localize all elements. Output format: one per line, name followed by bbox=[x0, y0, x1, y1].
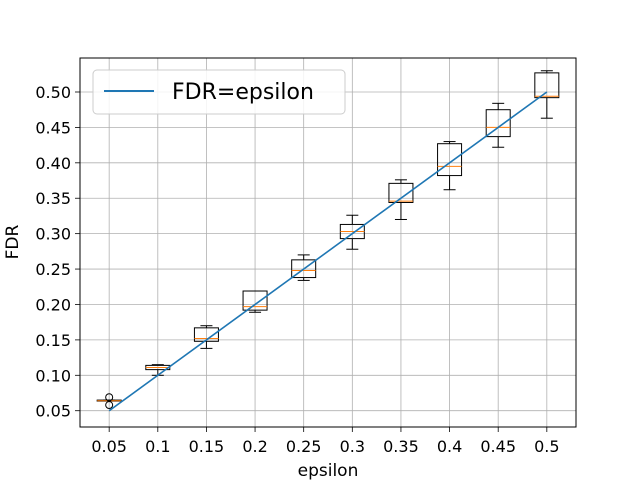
plot-frame bbox=[79, 57, 577, 428]
box-plot-0.2 bbox=[242, 290, 268, 313]
y-axis-label: FDR bbox=[3, 224, 23, 259]
outlier-point bbox=[105, 393, 114, 402]
x-tick-label: 0.4 bbox=[437, 437, 462, 456]
y-tick-label: 0.20 bbox=[35, 295, 71, 314]
box-plot-0.5 bbox=[534, 70, 560, 119]
x-tick-label: 0.45 bbox=[480, 437, 516, 456]
legend: FDR=epsilon bbox=[92, 69, 346, 115]
box-plot-0.35 bbox=[388, 179, 414, 220]
y-tick-label: 0.30 bbox=[35, 225, 71, 244]
box bbox=[193, 327, 219, 342]
x-tick-label: 0.1 bbox=[145, 437, 170, 456]
box-plots bbox=[96, 70, 560, 410]
x-tick-label: 0.5 bbox=[534, 437, 559, 456]
box-plot-0.05 bbox=[96, 393, 122, 410]
box bbox=[388, 182, 414, 203]
y-tick-label: 0.45 bbox=[35, 118, 71, 137]
box bbox=[437, 143, 463, 177]
outlier-point bbox=[105, 401, 114, 410]
x-tick-label: 0.2 bbox=[242, 437, 267, 456]
x-tick-label: 0.05 bbox=[91, 437, 127, 456]
y-tick-label: 0.25 bbox=[35, 260, 71, 279]
x-tick-label: 0.15 bbox=[189, 437, 225, 456]
x-axis-label: epsilon bbox=[298, 461, 359, 480]
x-tick-label: 0.3 bbox=[340, 437, 365, 456]
legend-entry-label: FDR=epsilon bbox=[172, 80, 314, 105]
box-plot-0.4 bbox=[437, 141, 463, 191]
y-tick-label: 0.15 bbox=[35, 331, 71, 350]
box bbox=[485, 109, 511, 138]
box bbox=[291, 259, 317, 279]
box-plot-0.15 bbox=[193, 325, 219, 349]
x-axis: 0.05 0.1 0.15 0.2 0.25 0.3 0.35 0.4 0.45 0.5 bbox=[91, 427, 560, 456]
y-tick-label: 0.10 bbox=[35, 366, 71, 385]
box-plot-0.3 bbox=[339, 214, 365, 250]
y-tick-label: 0.40 bbox=[35, 154, 71, 173]
y-tick-label: 0.35 bbox=[35, 189, 71, 208]
y-tick-label: 0.50 bbox=[35, 83, 71, 102]
box bbox=[534, 72, 560, 99]
y-tick-label: 0.05 bbox=[35, 402, 71, 421]
series-line-fdr-epsilon bbox=[108, 91, 548, 412]
x-tick-label: 0.35 bbox=[383, 437, 419, 456]
y-axis: 0.05 0.10 0.15 0.20 0.25 0.30 0.35 0.40 0.45 0.50 bbox=[35, 83, 80, 421]
box bbox=[242, 290, 268, 311]
x-tick-label: 0.25 bbox=[286, 437, 322, 456]
reference-line bbox=[108, 91, 548, 412]
legend-box bbox=[92, 69, 346, 115]
box-plot-0.25 bbox=[291, 254, 317, 281]
